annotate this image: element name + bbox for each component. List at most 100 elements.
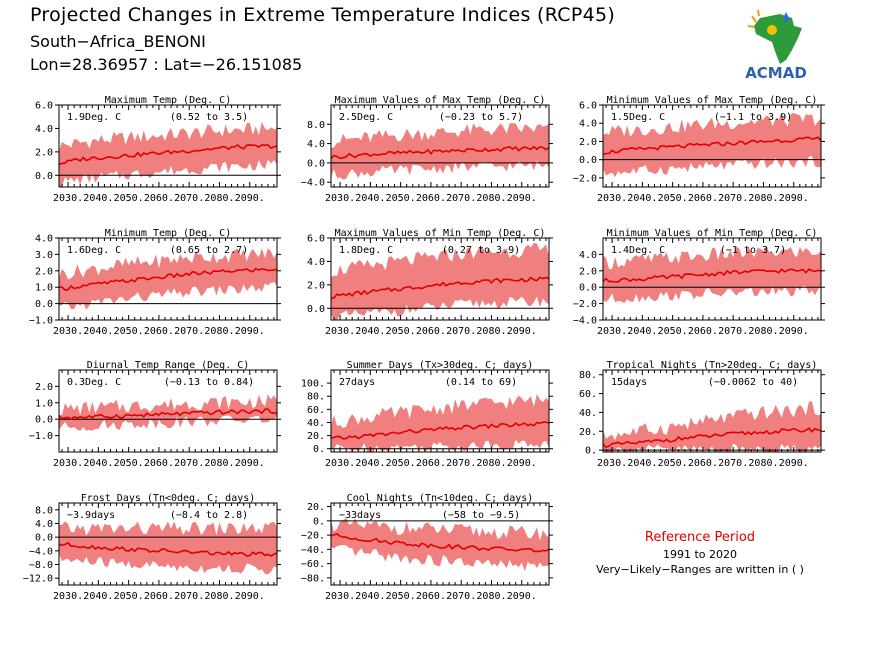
coordinates-label: Lon=28.36957 : Lat=−26.151085 — [30, 55, 303, 74]
x-tick-label: 2050. — [386, 326, 416, 337]
mean-change-label: 0.3Deg. C — [67, 377, 121, 388]
x-tick-label: 2080. — [476, 591, 506, 602]
y-tick-label: 40. — [307, 418, 325, 429]
panel-title: Minimum Values of Min Temp (Deg. C) — [607, 228, 818, 239]
x-tick-label: 2070. — [446, 591, 476, 602]
x-tick-label: 2040. — [627, 458, 657, 469]
median-line — [602, 268, 822, 283]
y-tick-label: 4.0 — [35, 124, 53, 135]
y-tick-label: 80. — [579, 370, 597, 381]
mean-change-label: 1.5Deg. C — [611, 112, 665, 123]
x-tick-label: 2060. — [144, 193, 174, 204]
x-tick-label: 2060. — [416, 458, 446, 469]
y-tick-label: 2.0 — [35, 147, 53, 158]
range-label: (−0.13 to 0.84) — [164, 377, 254, 388]
x-tick-label: 2070. — [718, 193, 748, 204]
y-tick-label: 0. — [313, 444, 325, 455]
x-tick-label: 2040. — [355, 591, 385, 602]
y-tick-label: 4.0 — [307, 139, 325, 150]
x-tick-label: 2030. — [325, 458, 355, 469]
x-tick-label: 2070. — [174, 458, 204, 469]
panel-title: Minimum Values of Max Temp (Deg. C) — [607, 95, 818, 106]
x-tick-label: 2090. — [779, 458, 809, 469]
x-tick-label: 2070. — [174, 591, 204, 602]
mean-change-label: 1.4Deg. C — [611, 245, 665, 256]
x-tick-label: 2040. — [83, 326, 113, 337]
x-tick-label: 2060. — [688, 326, 718, 337]
range-label: (0.27 to 3.9) — [442, 245, 520, 256]
y-tick-label: −20. — [301, 531, 325, 542]
mean-change-label: −3.9days — [67, 510, 115, 521]
y-tick-label: −1.0 — [29, 431, 53, 442]
y-tick-label: 4.0 — [35, 234, 53, 245]
range-label: (−1.1 to 3.9) — [714, 112, 792, 123]
x-tick-label: 2030. — [597, 326, 627, 337]
range-band — [603, 112, 821, 177]
x-tick-label: 2070. — [718, 458, 748, 469]
range-band — [331, 517, 549, 572]
chart-panel: 2030. 2040. 2050. 2060. 2070. 2080. 2090. −1.0 0… — [29, 360, 281, 469]
panel-title: Cool Nights (Tn<10deg. C; days) — [347, 493, 534, 504]
chart-panel: 2030. 2040. 2050. 2060. 2070. 2080. 2090. −4.0 −… — [573, 228, 825, 337]
x-tick-label: 2070. — [718, 326, 748, 337]
x-tick-label: 2060. — [688, 458, 718, 469]
x-tick-label: 2030. — [53, 193, 83, 204]
x-tick-label: 2090. — [779, 193, 809, 204]
y-tick-label: 100. — [301, 379, 325, 390]
range-label: (0.52 to 3.5) — [170, 112, 248, 123]
median-line — [58, 144, 278, 166]
chart-panel: 2030. 2040. 2050. 2060. 2070. 2080. 2090. 0. 20.… — [579, 360, 825, 469]
x-tick-label: 2090. — [235, 326, 265, 337]
y-tick-label: 40. — [579, 408, 597, 419]
x-tick-label: 2090. — [235, 458, 265, 469]
x-tick-label: 2090. — [507, 193, 537, 204]
panel-title: Maximum Values of Min Temp (Deg. C) — [335, 228, 546, 239]
range-band — [331, 123, 549, 180]
y-tick-label: 6.0 — [579, 101, 597, 112]
mean-change-label: −33days — [339, 510, 381, 521]
median-line — [58, 267, 278, 291]
x-tick-label: 2050. — [658, 326, 688, 337]
y-tick-label: 3.0 — [35, 250, 53, 261]
x-tick-label: 2070. — [174, 326, 204, 337]
chart-panel: 2030. 2040. 2050. 2060. 2070. 2080. 2090. 0.0 2.… — [35, 95, 281, 204]
x-tick-label: 2090. — [507, 591, 537, 602]
y-tick-label: 0. — [585, 446, 597, 457]
y-tick-label: 0.0 — [35, 171, 53, 182]
y-tick-label: 60. — [579, 389, 597, 400]
x-tick-label: 2080. — [476, 193, 506, 204]
chart-panel: 2030. 2040. 2050. 2060. 2070. 2080. 2090. −80. −… — [301, 493, 553, 602]
median-line — [330, 533, 550, 553]
y-tick-label: 4.0 — [35, 519, 53, 530]
y-tick-label: −8.0 — [29, 560, 53, 571]
x-tick-label: 2060. — [416, 591, 446, 602]
x-tick-label: 2040. — [83, 458, 113, 469]
range-band — [59, 248, 277, 310]
panel-title: Minimum Temp (Deg. C) — [105, 228, 231, 239]
chart-panel: 2030. 2040. 2050. 2060. 2070. 2080. 2090. −12.0… — [23, 493, 281, 602]
range-label: (−0.0062 to 40) — [708, 377, 798, 388]
range-label: (−58 to −9.5) — [442, 510, 520, 521]
chart-panel: 2030. 2040. 2050. 2060. 2070. 2080. 2090. −1.0 0… — [29, 228, 281, 337]
x-tick-label: 2030. — [53, 326, 83, 337]
median-line — [58, 541, 278, 558]
x-tick-label: 2050. — [114, 591, 144, 602]
x-tick-label: 2090. — [779, 326, 809, 337]
figure-title: Projected Changes in Extreme Temperature… — [30, 4, 616, 26]
x-tick-label: 2090. — [235, 193, 265, 204]
x-tick-label: 2080. — [476, 326, 506, 337]
range-label: (−1 to 3.7) — [720, 245, 786, 256]
median-line — [58, 408, 278, 420]
plot-frame — [602, 104, 822, 188]
x-tick-label: 2060. — [144, 591, 174, 602]
y-tick-label: 6.0 — [307, 234, 325, 245]
y-tick-label: 8.0 — [307, 120, 325, 131]
panel-title: Summer Days (Tx>30deg. C; days) — [347, 360, 534, 371]
x-tick-label: 2070. — [446, 458, 476, 469]
y-tick-label: 4.0 — [579, 119, 597, 130]
chart-panel: 2030. 2040. 2050. 2060. 2070. 2080. 2090. −4.0 0… — [301, 95, 553, 204]
x-tick-label: 2090. — [507, 326, 537, 337]
y-tick-label: 0. — [313, 516, 325, 527]
mean-change-label: 2.5Deg. C — [339, 112, 393, 123]
